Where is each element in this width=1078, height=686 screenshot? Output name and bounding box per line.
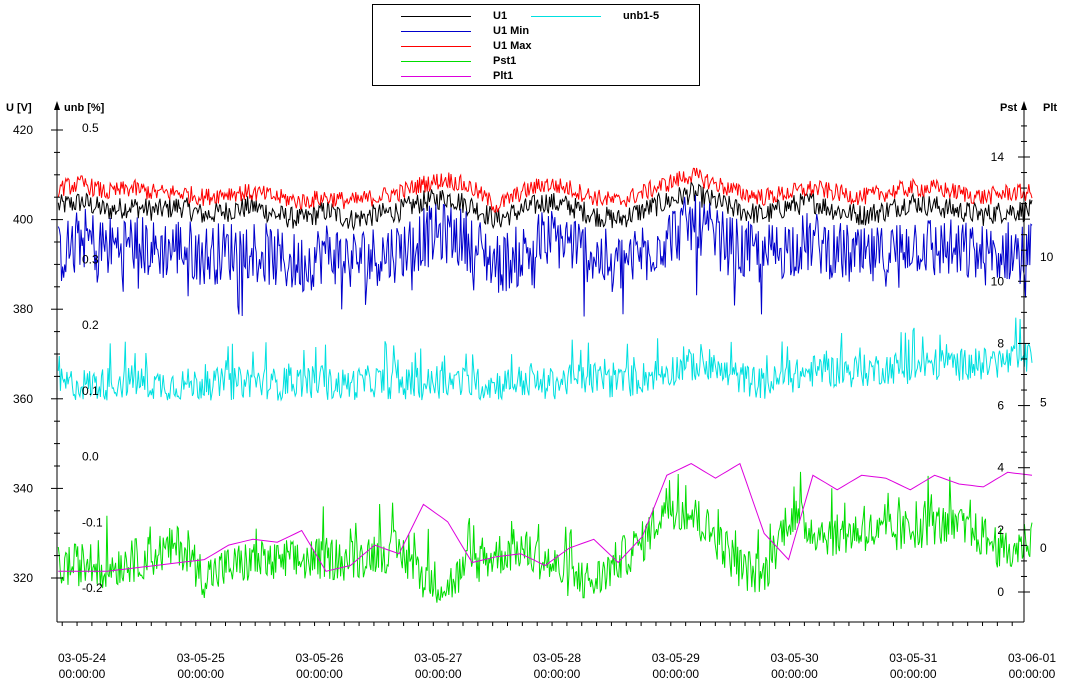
unb-tick-label: 0.3 (82, 252, 99, 266)
legend-item-unb1-5: unb1-5 (531, 9, 681, 24)
x-tick-label-time: 00:00:00 (652, 667, 699, 681)
series-line-u1-max (57, 167, 1033, 213)
x-tick-label-time: 00:00:00 (296, 667, 343, 681)
series-line-plt1 (58, 462, 1033, 572)
x-tick-label-time: 00:00:00 (890, 667, 937, 681)
legend-label: U1 (493, 10, 508, 22)
pst-tick-label: 6 (997, 399, 1004, 413)
x-tick-label-time: 00:00:00 (534, 667, 581, 681)
right-axis-arrow (1021, 101, 1027, 110)
series-line-pst1 (57, 471, 1033, 603)
x-tick-label-time: 00:00:00 (177, 667, 224, 681)
axis-layer: U [V] unb [%] Pst Plt320340360380400420-0.2… (6, 101, 1057, 681)
x-tick-label-time: 00:00:00 (771, 667, 818, 681)
pst-tick-label: 14 (991, 150, 1005, 164)
legend-swatch (401, 76, 471, 77)
plt-tick-label: 0 (1040, 541, 1047, 555)
x-tick-label-date: 03-05-26 (295, 651, 343, 665)
pst-tick-label: 0 (997, 585, 1004, 599)
legend-item-u1-min: U1 Min (401, 24, 551, 39)
u-axis-title: U [V] (6, 102, 32, 114)
legend-swatch (401, 61, 471, 62)
x-tick-label-time: 00:00:00 (1009, 667, 1056, 681)
legend-swatch (401, 46, 471, 47)
u-tick-label: 420 (13, 123, 33, 137)
unb-tick-label: -0.2 (82, 581, 103, 595)
chart-legend: U1 U1 Min U1 Max Pst1 Plt1 unb1-5 (372, 4, 700, 86)
pst-tick-label: 2 (997, 523, 1004, 537)
series-line-u1-min (57, 195, 1033, 317)
series-layer (57, 167, 1033, 603)
legend-label: U1 Max (493, 40, 532, 52)
u-tick-label: 360 (13, 392, 33, 406)
x-tick-label-date: 03-05-31 (889, 651, 937, 665)
x-tick-label-date: 03-05-28 (533, 651, 581, 665)
legend-swatch (401, 16, 471, 17)
unb-tick-label: 0.2 (82, 318, 99, 332)
u-tick-label: 380 (13, 302, 33, 316)
x-tick-label-time: 00:00:00 (59, 667, 106, 681)
x-tick-label-date: 03-05-30 (770, 651, 818, 665)
unb-tick-label: 0.1 (82, 384, 99, 398)
legend-item-u1-max: U1 Max (401, 39, 551, 54)
plt-axis-title: Plt (1043, 102, 1057, 114)
unb-tick-label: 0.5 (82, 121, 99, 135)
pst-tick-label: 4 (997, 461, 1004, 475)
legend-label: Pst1 (493, 55, 517, 67)
x-tick-label-date: 03-05-24 (58, 651, 106, 665)
unb-tick-label: -0.1 (82, 515, 103, 529)
x-tick-label-date: 03-06-01 (1008, 651, 1056, 665)
legend-label: unb1-5 (623, 10, 660, 22)
x-tick-label-date: 03-05-27 (414, 651, 462, 665)
plt-tick-label: 5 (1040, 396, 1047, 410)
legend-item-u1: U1 (401, 9, 551, 24)
legend-swatch (531, 16, 601, 17)
left-axis-arrow (54, 101, 60, 110)
legend-item-plt1: Plt1 (401, 69, 551, 84)
unb-axis-title: unb [%] (64, 102, 105, 114)
pst-tick-label: 10 (991, 274, 1005, 288)
u-tick-label: 400 (13, 213, 33, 227)
pst-tick-label: 8 (997, 336, 1004, 350)
x-tick-label-date: 03-05-25 (177, 651, 225, 665)
pst-axis-title: Pst (1000, 102, 1017, 114)
legend-item-pst1: Pst1 (401, 54, 551, 69)
series-line-unb1-5 (57, 317, 1033, 402)
legend-label: U1 Min (493, 25, 530, 37)
series-line-u1 (57, 181, 1033, 232)
u-tick-label: 340 (13, 481, 33, 495)
legend-label: Plt1 (493, 70, 514, 82)
u-tick-label: 320 (13, 571, 33, 585)
x-tick-label-time: 00:00:00 (415, 667, 462, 681)
unb-tick-label: 0.0 (82, 450, 99, 464)
x-tick-label-date: 03-05-29 (652, 651, 700, 665)
plt-tick-label: 10 (1040, 250, 1054, 264)
legend-swatch (401, 31, 471, 32)
